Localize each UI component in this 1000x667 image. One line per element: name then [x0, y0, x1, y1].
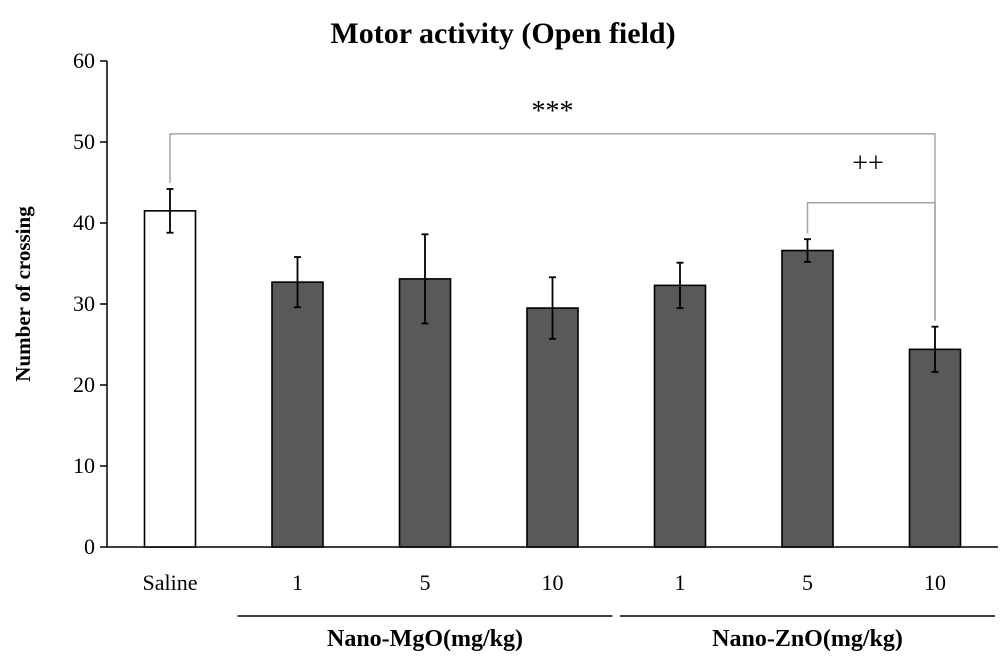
group-label: Nano-MgO(mg/kg): [327, 626, 523, 652]
x-tick-label: 1: [675, 570, 686, 595]
x-tick-label: 10: [924, 570, 946, 595]
y-tick-label: 10: [73, 453, 95, 478]
y-tick-label: 30: [73, 291, 95, 316]
significance-bracket: [806, 202, 936, 321]
bar: [271, 281, 324, 548]
bar: [143, 210, 197, 548]
group-label: Nano-ZnO(mg/kg): [712, 626, 903, 652]
bar: [781, 249, 834, 548]
x-tick-label: Saline: [143, 570, 198, 595]
bar: [653, 284, 707, 548]
x-tick-label: 1: [292, 570, 303, 595]
bar: [526, 307, 579, 548]
bar: [908, 348, 962, 548]
significance-label: ++: [852, 148, 884, 179]
x-tick-label: 10: [542, 570, 564, 595]
significance-label: ***: [532, 96, 574, 127]
y-tick-label: 40: [73, 210, 95, 235]
y-axis-label: Number of crossing: [11, 206, 35, 382]
y-tick-label: 20: [73, 372, 95, 397]
y-tick-label: 50: [73, 129, 95, 154]
x-tick-label: 5: [802, 570, 813, 595]
chart-title: Motor activity (Open field): [330, 17, 675, 50]
y-tick-label: 0: [84, 534, 95, 559]
x-tick-label: 5: [420, 570, 431, 595]
y-tick-label: 60: [73, 48, 95, 73]
